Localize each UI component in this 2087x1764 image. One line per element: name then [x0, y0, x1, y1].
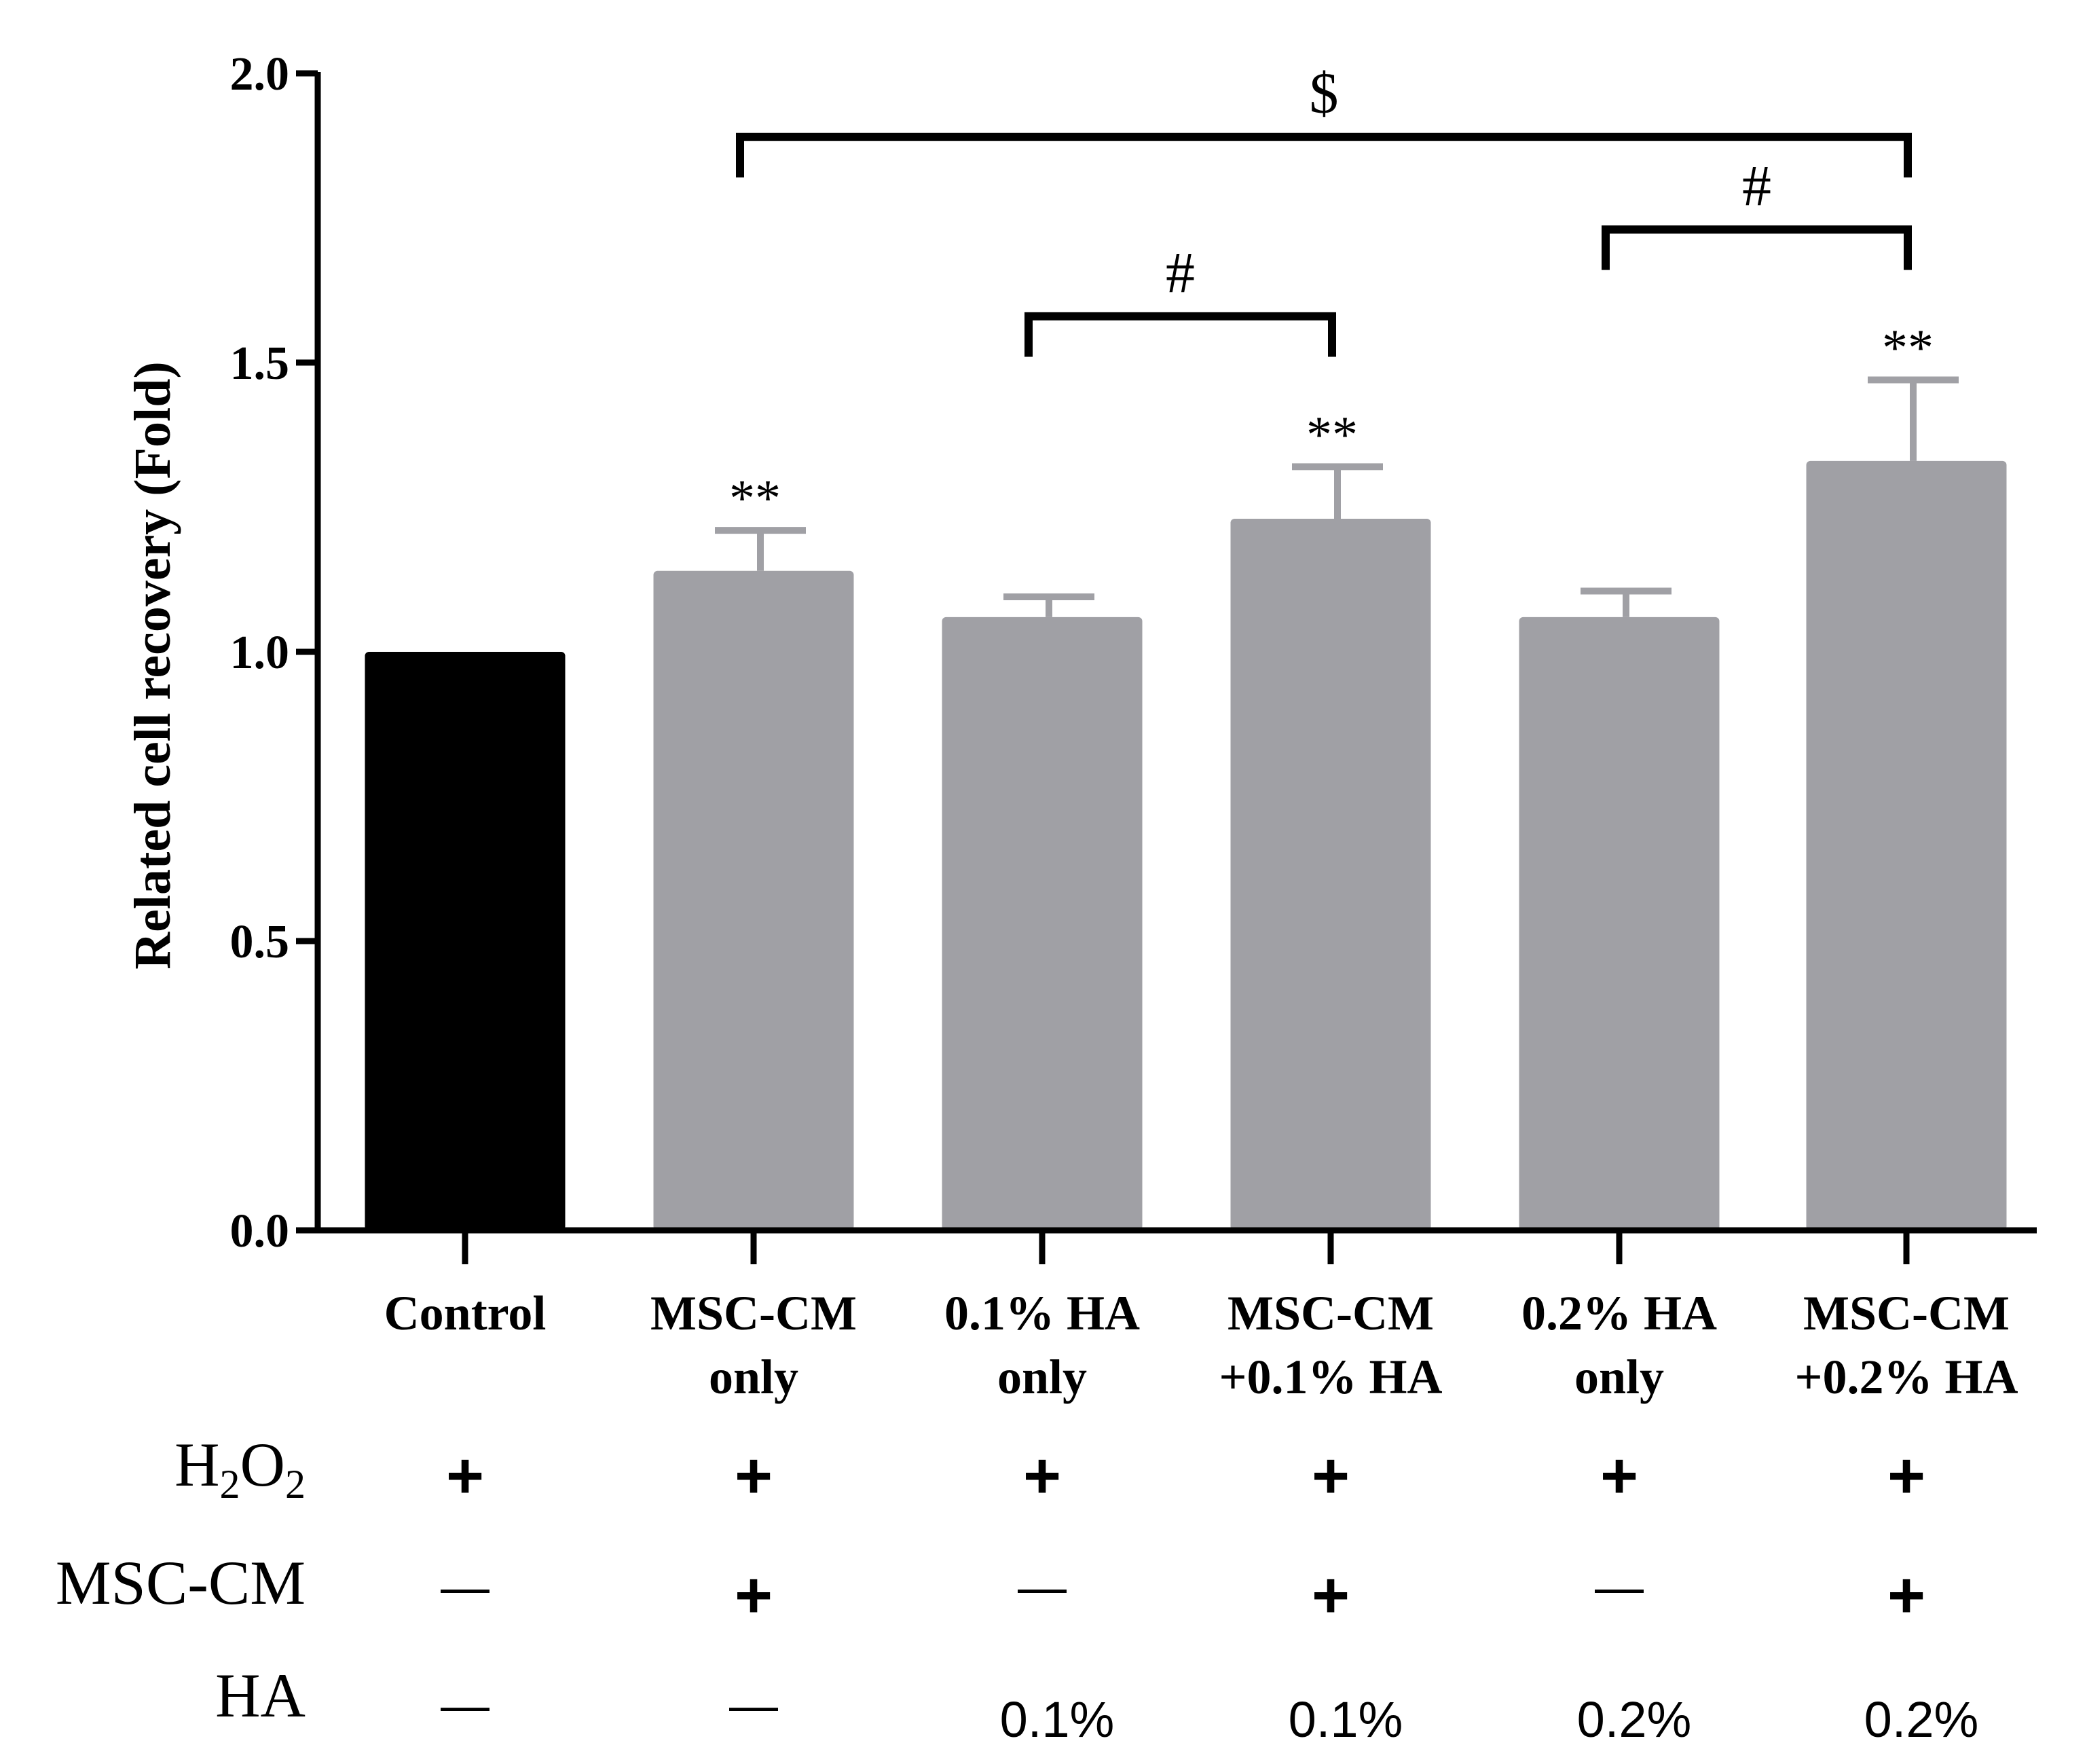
x-tick-label-line2: +0.2% HA	[1794, 1350, 2018, 1404]
table-cell: +	[1312, 1559, 1350, 1632]
x-tick-label-line2: +0.1% HA	[1219, 1350, 1442, 1404]
x-tick-label-line1: 0.1% HA	[944, 1286, 1140, 1340]
table-cell: —	[441, 1678, 490, 1733]
table-cell: +	[1312, 1439, 1350, 1512]
row-label-ha: HA	[215, 1661, 306, 1730]
row-label-msc-cm: MSC-CM	[56, 1548, 306, 1617]
bar	[942, 617, 1143, 1230]
comparison-brackets: $ # #	[736, 60, 1912, 357]
x-tick-label-line1: Control	[384, 1286, 547, 1340]
table-cell: 0.1%	[1289, 1691, 1403, 1748]
y-tick-label: 1.0	[230, 627, 290, 679]
x-tick-label-line2: only	[1574, 1350, 1664, 1404]
table-cell: +	[1600, 1439, 1638, 1512]
h2o2-sub-1: 2	[220, 1462, 240, 1507]
table-cell: 0.2%	[1577, 1691, 1692, 1748]
y-tick-label: 2.0	[230, 48, 290, 100]
significance-star-label: **	[1882, 320, 1934, 377]
y-tick-label: 0.0	[230, 1205, 290, 1257]
x-tick-label-line1: MSC-CM	[650, 1286, 857, 1340]
significance-labels: ** ** **	[729, 320, 1934, 528]
comparison-label: $	[1310, 60, 1339, 126]
x-tick-label-line2: only	[709, 1350, 798, 1404]
table-cell: 0.1%	[1000, 1691, 1115, 1748]
table-cells: + + + + + + — + — + — + — — 0.1% 0.1% 0.2% 0.2%	[441, 1439, 1978, 1748]
h2o2-sub-2: 2	[285, 1462, 306, 1507]
table-cell: 0.2%	[1864, 1691, 1979, 1748]
table-cell: —	[1595, 1560, 1644, 1615]
error-bars	[715, 376, 1959, 617]
table-cell: —	[729, 1678, 778, 1733]
bar	[1230, 519, 1431, 1230]
bars	[365, 460, 2007, 1230]
x-tick-label-line1: MSC-CM	[1227, 1286, 1434, 1340]
bar	[1519, 617, 1720, 1230]
row-label-h2o2: H2O2	[174, 1430, 306, 1507]
table-cell: +	[735, 1439, 773, 1512]
bar	[365, 652, 566, 1230]
y-tick-label: 0.5	[230, 916, 290, 968]
significance-star-label: **	[1306, 406, 1358, 463]
comparison-bracket	[1602, 225, 1912, 270]
treatment-table: H2O2 MSC-CM HA + + + + + +— + — + — +— —0.1% 0.1% 0.2…	[56, 1430, 1978, 1748]
table-cell: +	[1887, 1439, 1925, 1512]
table-cell: —	[1018, 1560, 1067, 1615]
comparison-bracket	[1024, 312, 1336, 357]
x-axis	[315, 1227, 2037, 1264]
comparison-label: #	[1166, 240, 1195, 305]
comparison-label: #	[1742, 153, 1771, 218]
significance-star-label: **	[729, 470, 781, 527]
x-tick-label-line1: MSC-CM	[1803, 1286, 2010, 1340]
h2o2-o: O	[240, 1430, 285, 1499]
table-cell: +	[735, 1559, 773, 1632]
x-tick-label-line2: only	[997, 1350, 1087, 1404]
h2o2-h: H	[174, 1430, 219, 1499]
bar	[1806, 460, 2007, 1230]
comparison-bracket	[736, 132, 1912, 178]
bar	[653, 570, 854, 1230]
table-cell: +	[1023, 1439, 1061, 1512]
y-axis-label: Related cell recovery (Fold)	[124, 361, 181, 969]
x-tick-label-line1: 0.2% HA	[1521, 1286, 1717, 1340]
table-cell: —	[441, 1560, 490, 1615]
table-cell: +	[1887, 1559, 1925, 1632]
y-axis: 0.0 0.5 1.0 1.5 2.0	[230, 48, 321, 1257]
y-tick-label: 1.5	[230, 337, 290, 390]
table-cell: +	[446, 1439, 484, 1512]
x-tick-labels: Control MSC-CM only 0.1% HA only MSC-CM +0.1% …	[384, 1286, 2018, 1404]
